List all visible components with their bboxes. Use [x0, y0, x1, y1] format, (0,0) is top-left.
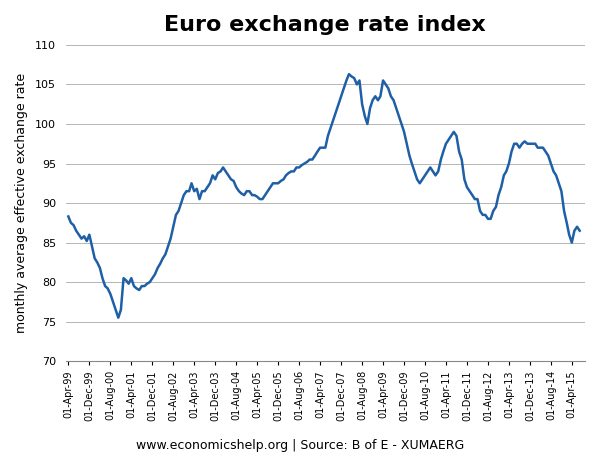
Y-axis label: monthly average effective exchange rate: monthly average effective exchange rate	[15, 73, 28, 333]
Title: Euro exchange rate index: Euro exchange rate index	[164, 15, 486, 35]
Text: www.economicshelp.org | Source: B of E - XUMAERG: www.economicshelp.org | Source: B of E -…	[136, 439, 464, 453]
